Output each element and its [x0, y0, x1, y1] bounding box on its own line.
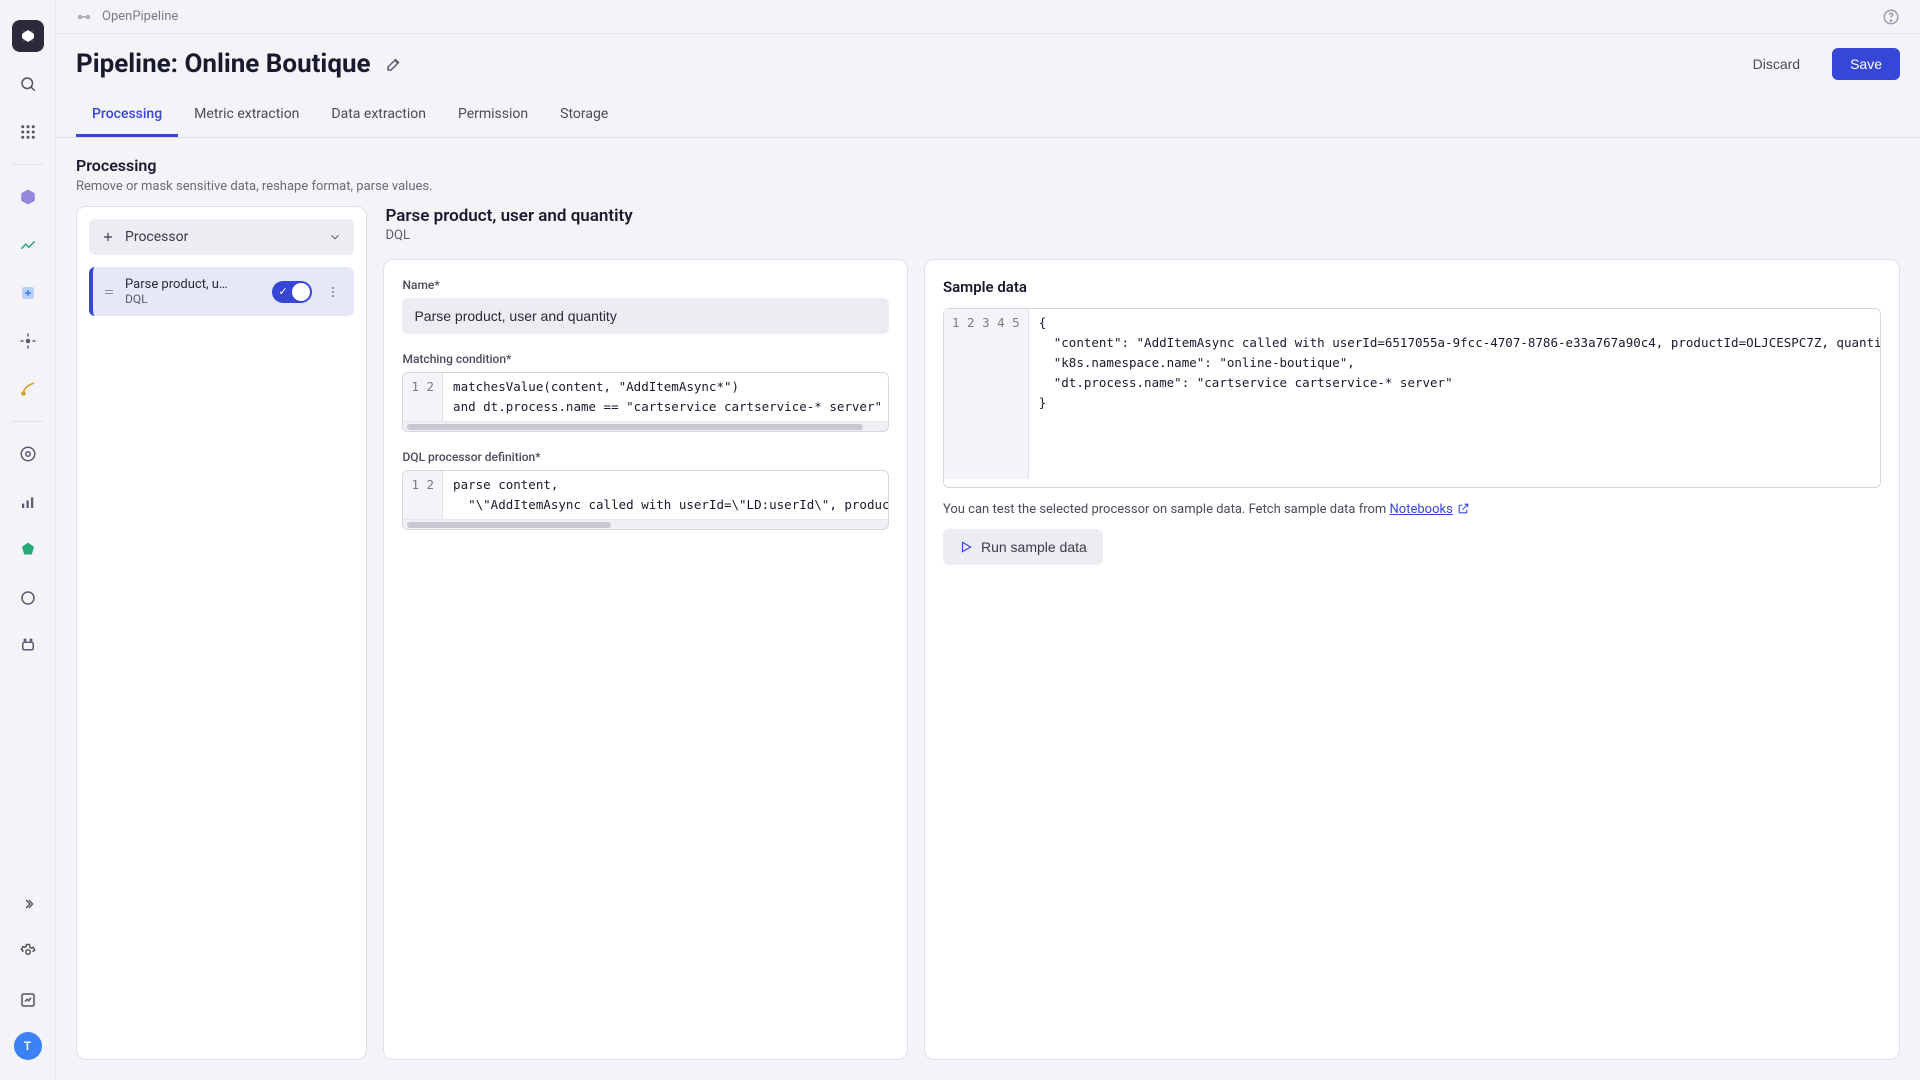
tab-processing[interactable]: Processing	[76, 94, 178, 137]
chevron-down-icon	[328, 230, 342, 244]
editor-title: Parse product, user and quantity	[385, 206, 906, 226]
section-title: Processing	[76, 156, 1900, 175]
run-sample-button[interactable]: Run sample data	[943, 529, 1103, 565]
sample-help-text: You can test the selected processor on s…	[943, 502, 1881, 517]
editor-card: Name* Matching condition* 1 2 matchesVal…	[383, 259, 908, 1060]
plus-icon	[101, 230, 115, 244]
search-icon[interactable]	[12, 68, 44, 100]
sample-code-box[interactable]: 1 2 3 4 5 { "content": "AddItemAsync cal…	[943, 308, 1881, 488]
three-col-layout: Processor Parse product, u…DQL✓ Parse pr…	[56, 206, 1920, 1080]
nav-item-icon[interactable]	[12, 534, 44, 566]
avatar[interactable]: T	[14, 1032, 42, 1060]
save-button[interactable]: Save	[1832, 48, 1900, 80]
editor-column: Parse product, user and quantity DQL Nam…	[383, 206, 908, 1060]
tab-metric-extraction[interactable]: Metric extraction	[178, 94, 315, 137]
dql-label: DQL processor definition*	[402, 450, 889, 464]
drag-handle-icon[interactable]	[103, 286, 115, 298]
sample-title: Sample data	[943, 278, 1881, 296]
add-processor-label: Processor	[125, 229, 188, 245]
processor-item[interactable]: Parse product, u…DQL ✓	[89, 267, 354, 316]
tab-permission[interactable]: Permission	[442, 94, 544, 137]
apps-icon[interactable]	[12, 116, 44, 148]
help-icon[interactable]	[1882, 8, 1900, 26]
edit-title-icon[interactable]	[385, 55, 403, 73]
nav-item-icon[interactable]	[12, 630, 44, 662]
processors-panel: Processor Parse product, u…DQL ✓	[76, 206, 367, 1060]
left-rail: T	[0, 0, 56, 1080]
processor-toggle[interactable]: ✓	[272, 281, 312, 303]
dql-code-box[interactable]: 1 2 parse content, "\"AddItemAsync calle…	[402, 470, 889, 530]
tab-storage[interactable]: Storage	[544, 94, 624, 137]
matching-code-box[interactable]: 1 2 matchesValue(content, "AddItemAsync*…	[402, 372, 889, 432]
name-input[interactable]	[402, 298, 889, 334]
processor-menu-icon[interactable]	[322, 285, 344, 299]
editor-subtype: DQL	[385, 228, 906, 243]
external-link-icon	[1457, 502, 1470, 515]
discard-button[interactable]: Discard	[1735, 48, 1818, 80]
title-row: Pipeline: Online Boutique Discard Save	[56, 34, 1920, 94]
processor-name: Parse product, u…	[125, 277, 262, 292]
nav-item-icon[interactable]	[12, 181, 44, 213]
nav-item-icon[interactable]	[12, 229, 44, 261]
matching-label: Matching condition*	[402, 352, 889, 366]
settings-icon[interactable]	[12, 936, 44, 968]
tabs: ProcessingMetric extractionData extracti…	[56, 94, 1920, 138]
nav-item-icon[interactable]	[12, 325, 44, 357]
breadcrumb: OpenPipeline	[56, 0, 1920, 34]
name-label: Name*	[402, 278, 889, 292]
scrollbar[interactable]	[403, 519, 888, 529]
logo-icon[interactable]	[12, 20, 44, 52]
rail-nav-group-2	[0, 430, 55, 670]
add-processor-dropdown[interactable]: Processor	[89, 219, 354, 255]
rail-top-group	[0, 12, 55, 156]
section-subtitle: Remove or mask sensitive data, reshape f…	[76, 179, 1900, 194]
sample-card: Sample data 1 2 3 4 5 { "content": "AddI…	[924, 259, 1900, 1060]
sample-column: .. Sample data 1 2 3 4 5 { "content": "A…	[924, 206, 1900, 1060]
nav-item-icon[interactable]	[12, 582, 44, 614]
expand-rail-icon[interactable]	[12, 888, 44, 920]
page-title: Pipeline: Online Boutique	[76, 49, 371, 79]
processor-type: DQL	[125, 292, 262, 306]
tab-data-extraction[interactable]: Data extraction	[315, 94, 442, 137]
editor-header: Parse product, user and quantity DQL	[383, 206, 908, 249]
notebooks-link[interactable]: Notebooks	[1390, 502, 1453, 517]
scrollbar[interactable]	[403, 421, 888, 431]
nav-item-icon[interactable]	[12, 277, 44, 309]
breadcrumb-app[interactable]: OpenPipeline	[102, 9, 178, 24]
nav-item-icon[interactable]	[12, 438, 44, 470]
section-heading: Processing Remove or mask sensitive data…	[56, 138, 1920, 206]
nav-item-icon[interactable]	[12, 486, 44, 518]
main-content: OpenPipeline Pipeline: Online Boutique D…	[56, 0, 1920, 1080]
rail-nav-group-1	[0, 173, 55, 413]
nav-item-icon[interactable]	[12, 373, 44, 405]
reports-icon[interactable]	[12, 984, 44, 1016]
rail-bottom-group: T	[0, 888, 55, 1068]
pipeline-icon	[76, 9, 92, 25]
